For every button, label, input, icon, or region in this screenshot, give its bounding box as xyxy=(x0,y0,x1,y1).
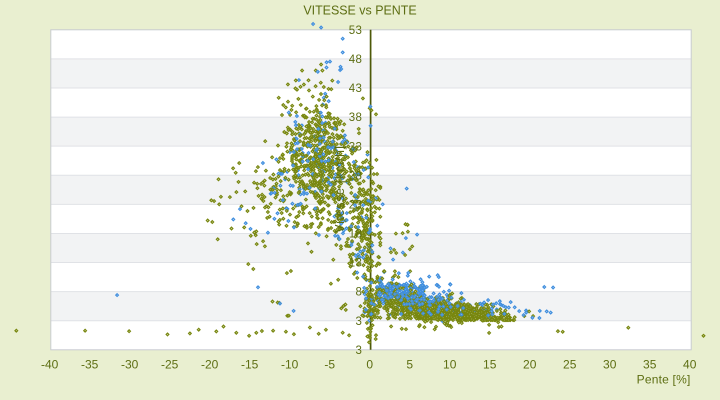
svg-text:-40: -40 xyxy=(41,358,59,372)
svg-text:10: 10 xyxy=(443,358,457,372)
svg-text:20: 20 xyxy=(523,358,537,372)
svg-text:Pente [%]: Pente [%] xyxy=(637,372,691,386)
svg-text:35: 35 xyxy=(643,358,657,372)
svg-text:5: 5 xyxy=(406,358,413,372)
svg-text:-10: -10 xyxy=(281,358,299,372)
svg-text:28: 28 xyxy=(349,170,362,182)
svg-text:38: 38 xyxy=(349,112,362,124)
svg-text:3: 3 xyxy=(355,345,362,357)
svg-text:3: 3 xyxy=(355,316,362,328)
svg-text:25: 25 xyxy=(563,358,577,372)
svg-text:48: 48 xyxy=(349,54,362,66)
svg-text:33: 33 xyxy=(349,141,362,153)
svg-text:8: 8 xyxy=(355,287,362,299)
svg-text:VITESSE vs PENTE: VITESSE vs PENTE xyxy=(303,4,416,18)
svg-text:-5: -5 xyxy=(324,358,335,372)
svg-text:-35: -35 xyxy=(81,358,99,372)
svg-text:-20: -20 xyxy=(201,358,219,372)
svg-text:13: 13 xyxy=(349,258,362,270)
svg-text:-15: -15 xyxy=(241,358,259,372)
svg-text:0: 0 xyxy=(366,358,373,372)
svg-text:53: 53 xyxy=(349,25,362,37)
svg-text:Vitesse [km/h]: Vitesse [km/h] xyxy=(333,145,347,232)
svg-text:18: 18 xyxy=(349,229,362,241)
svg-text:40: 40 xyxy=(683,358,697,372)
svg-text:15: 15 xyxy=(483,358,497,372)
svg-text:-25: -25 xyxy=(161,358,179,372)
svg-text:23: 23 xyxy=(349,199,362,211)
svg-text:30: 30 xyxy=(603,358,617,372)
svg-text:-30: -30 xyxy=(121,358,139,372)
svg-text:43: 43 xyxy=(349,83,362,95)
